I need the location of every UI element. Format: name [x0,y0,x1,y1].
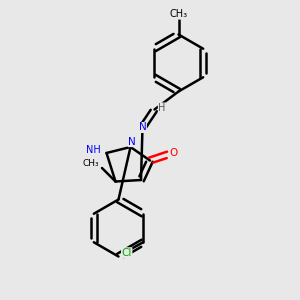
Text: CH₃: CH₃ [169,9,188,19]
Text: CH₃: CH₃ [82,159,99,168]
Text: NH: NH [86,145,101,155]
Text: O: O [169,148,178,158]
Text: Cl: Cl [122,248,132,258]
Text: N: N [128,136,136,147]
Text: N: N [139,122,146,133]
Text: H: H [158,103,166,113]
